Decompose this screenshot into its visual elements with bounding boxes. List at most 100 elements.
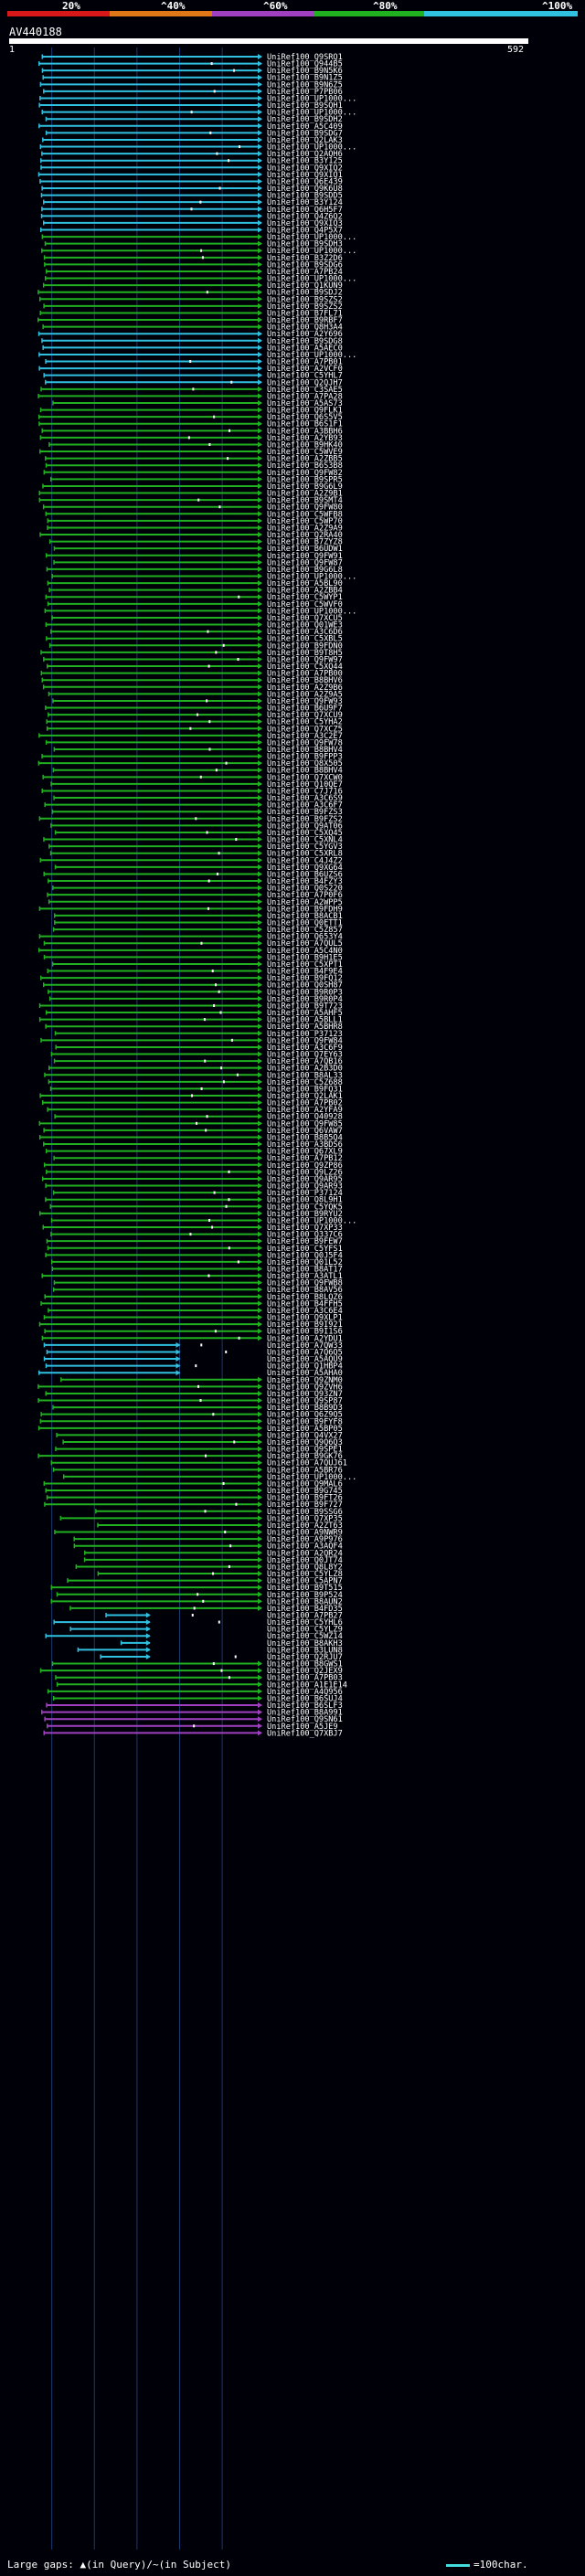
- hit-arrow: [258, 337, 262, 344]
- subject-label: UniRef100_B4FFH5: [267, 1299, 343, 1309]
- hit-arrow: [258, 739, 262, 746]
- subject-label: UniRef100_Q0ETT1: [267, 919, 343, 928]
- hit-arrow: [176, 1341, 181, 1348]
- subject-label: UniRef100_Q8L9H1: [267, 1196, 343, 1205]
- subject-label: UniRef100_Q4VX27: [267, 1431, 343, 1440]
- hit-arrow: [258, 1245, 262, 1251]
- subject-label: UniRef100_B9SSG6: [267, 1508, 343, 1517]
- hit-arrow: [258, 878, 262, 885]
- gap-marker: [208, 747, 211, 751]
- subject-label: UniRef100_B9R0P4: [267, 995, 343, 1004]
- subject-label: UniRef100_C5YHL7: [267, 372, 343, 381]
- hit-arrow: [258, 1023, 262, 1030]
- hit-arrow: [258, 1564, 262, 1570]
- subject-label: UniRef100_B9HK40: [267, 440, 343, 450]
- hit-arrow: [258, 1425, 262, 1431]
- gap-marker: [207, 664, 210, 668]
- subject-label: UniRef100_UP1000...: [267, 143, 356, 153]
- identity-color-legend: 20% ^40% ^60% ^80% ^100%: [7, 0, 578, 16]
- subject-label: UniRef100_A3C6D6: [267, 628, 343, 637]
- gap-marker: [210, 62, 213, 66]
- hit-arrow: [258, 871, 262, 877]
- hit-arrow: [258, 995, 262, 1002]
- gap-marker: [237, 657, 239, 661]
- gap-marker: [213, 90, 216, 93]
- hit-arrow: [258, 1141, 262, 1148]
- gap-marker: [202, 1599, 205, 1603]
- hit-arrow: [258, 1030, 262, 1036]
- hit-arrow: [258, 1716, 262, 1723]
- hit-arrow: [258, 151, 262, 157]
- hit-arrow: [258, 213, 262, 219]
- hit-arrow: [258, 345, 262, 351]
- subject-label: UniRef100_Q6E439: [267, 177, 343, 186]
- subject-label: UniRef100_A3C6E4: [267, 1307, 343, 1316]
- gap-marker: [212, 1662, 215, 1666]
- scale-key: =100char.: [446, 2559, 528, 2571]
- hit-arrow: [258, 178, 262, 185]
- hit-arrow: [145, 1633, 151, 1639]
- hit-arrow: [258, 74, 262, 80]
- gap-marker: [215, 651, 218, 654]
- subject-label: UniRef100_A2YDU1: [267, 1334, 343, 1343]
- hit-arrow: [258, 1695, 262, 1701]
- gap-marker: [234, 1655, 237, 1659]
- hit-arrow: [258, 912, 262, 918]
- subject-label: UniRef100_A7PB02: [267, 1099, 343, 1108]
- hit-arrow: [258, 1411, 262, 1417]
- hit-arrow: [258, 414, 262, 420]
- subject-label: UniRef100_B9FT26: [267, 1494, 343, 1503]
- hit-arrow: [258, 663, 262, 670]
- hit-arrow: [258, 1598, 262, 1605]
- subject-label: UniRef100_A7QB16: [267, 1057, 343, 1066]
- hit-arrow: [258, 122, 262, 129]
- hit-arrow: [258, 88, 262, 94]
- hit-arrow: [258, 116, 262, 122]
- subject-label: UniRef100_Q8X505: [267, 759, 343, 769]
- subject-label: UniRef100_A2Z9B6: [267, 684, 343, 693]
- hit-arrow: [258, 164, 262, 171]
- subject-label: UniRef100_C5YGV3: [267, 843, 343, 852]
- subject-label: UniRef100_B9RBF7: [267, 316, 343, 325]
- hit-arrow: [258, 940, 262, 947]
- hit-arrow: [258, 302, 262, 309]
- subject-label: UniRef100_C5XNL4: [267, 836, 343, 845]
- hit-arrow: [258, 296, 262, 302]
- hit-arrow: [258, 933, 262, 939]
- subject-label: UniRef100_B9FDN0: [267, 641, 343, 651]
- subject-label: UniRef100_C5XQ44: [267, 663, 343, 672]
- hit-arrow: [258, 726, 262, 732]
- subject-label: UniRef100_C5YHA2: [267, 718, 343, 727]
- hit-arrow: [258, 677, 262, 684]
- hit-arrow: [258, 1321, 262, 1328]
- hit-arrow: [258, 1688, 262, 1694]
- hit-arrow: [258, 989, 262, 995]
- gap-marker: [230, 1038, 233, 1042]
- hit-arrow: [258, 829, 262, 835]
- gap-marker: [228, 159, 230, 163]
- gap-marker: [235, 838, 238, 842]
- subject-label: UniRef100_B9SPR5: [267, 475, 343, 484]
- subject-label: UniRef100_Q9ZP86: [267, 1161, 343, 1171]
- hit-arrow: [258, 358, 262, 365]
- hit-arrow: [258, 1459, 262, 1466]
- hit-arrow: [258, 1723, 262, 1729]
- query-end: 592: [507, 45, 525, 55]
- hit-arrow: [176, 1362, 181, 1369]
- subject-label: UniRef100_A7PB00: [267, 670, 343, 679]
- hit-arrow: [258, 1536, 262, 1542]
- subject-label: UniRef100_C5XQ45: [267, 829, 343, 838]
- subject-label: UniRef100_A5AHA0: [267, 1369, 343, 1378]
- hit-arrow: [258, 1439, 262, 1445]
- subject-label: UniRef100_Q1HBP4: [267, 1362, 343, 1372]
- subject-label: UniRef100_A5C4N0: [267, 947, 343, 956]
- gap-marker: [207, 879, 210, 883]
- hit-arrow: [258, 1051, 262, 1057]
- subject-label: UniRef100_B9FDH9: [267, 905, 343, 914]
- subject-label: UniRef100_C5YLZ8: [267, 1570, 343, 1579]
- hit-arrow: [258, 649, 262, 655]
- subject-label: UniRef100_C5YHL6: [267, 1618, 343, 1627]
- hit-arrow: [258, 788, 262, 794]
- legend-label-20: 20%: [62, 0, 80, 12]
